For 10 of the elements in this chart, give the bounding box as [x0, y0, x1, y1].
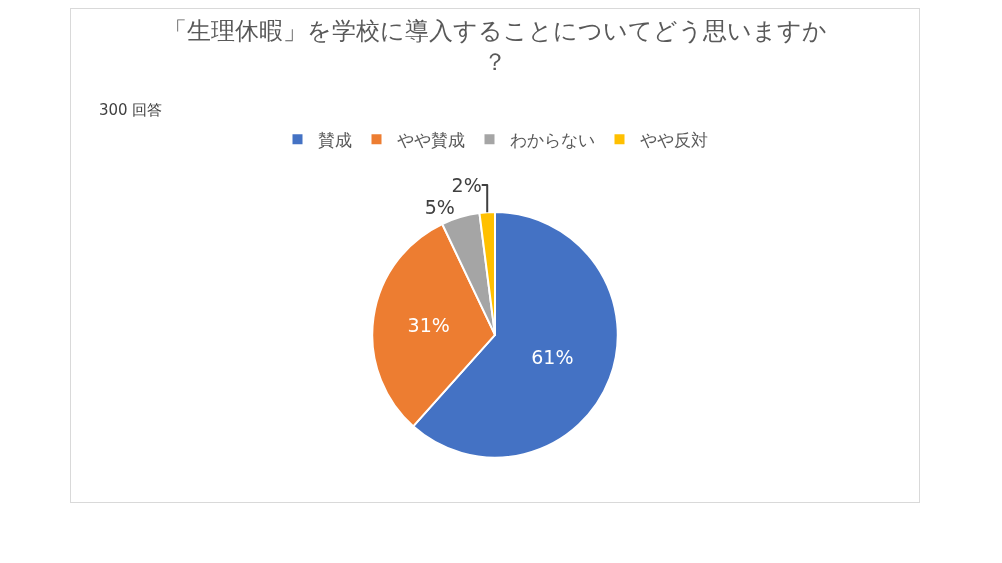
chart-title: 「生理休暇」を学校に導入することについてどう思いますか？	[163, 16, 827, 76]
legend-label: やや反対	[639, 127, 708, 151]
legend-label: やや賛成	[396, 127, 465, 151]
legend-label: 賛成	[317, 127, 352, 151]
legend-label: わからない	[509, 127, 595, 151]
data-label: 61%	[531, 345, 574, 368]
data-label: 31%	[407, 314, 450, 337]
data-label: 2%	[451, 173, 482, 196]
text: 300 回答	[99, 101, 163, 120]
data-label: 5%	[424, 195, 455, 218]
